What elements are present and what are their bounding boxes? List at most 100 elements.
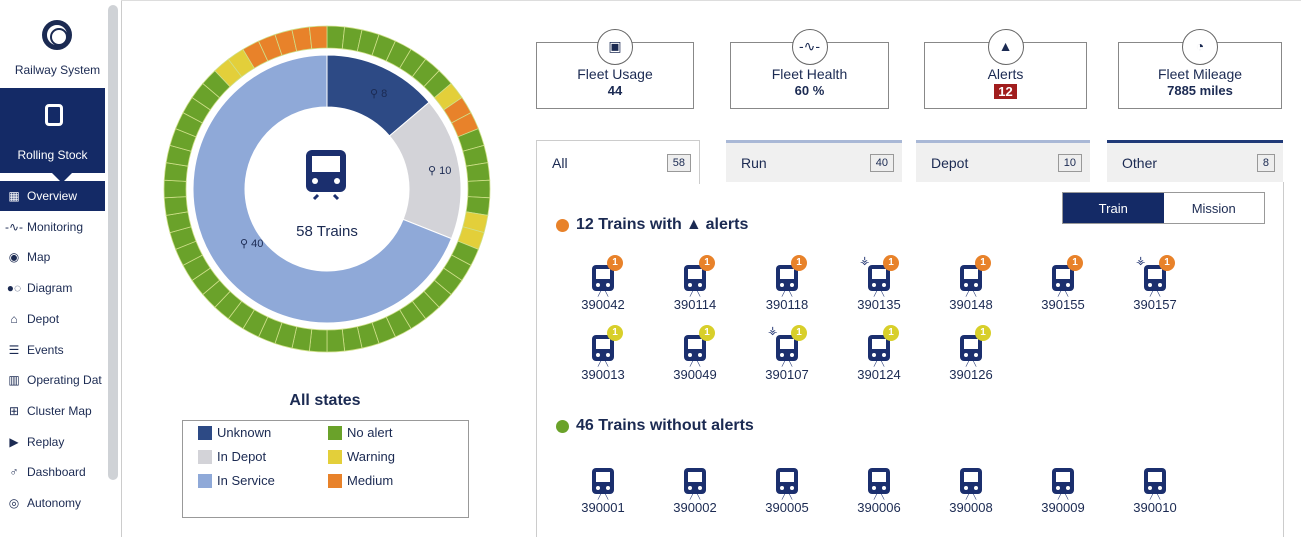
sidebar-item-label: Replay bbox=[27, 434, 65, 449]
slice-label: ⚲ 8 bbox=[370, 88, 387, 100]
kpi-card-fleet-health[interactable]: -∿- Fleet Health 60 % bbox=[730, 29, 889, 109]
legend-item: In Depot bbox=[198, 449, 266, 464]
outer-segment-train[interactable] bbox=[308, 328, 328, 353]
outer-segment-train[interactable] bbox=[465, 162, 491, 182]
train-item[interactable]: ╱ ╲ 390006 bbox=[844, 462, 914, 515]
outer-segment-train[interactable] bbox=[326, 328, 346, 353]
outer-segment-train[interactable] bbox=[163, 196, 189, 216]
tab-all[interactable]: All 58 bbox=[536, 140, 700, 184]
alert-count-badge: 1 bbox=[975, 325, 991, 341]
outer-segment-train[interactable] bbox=[163, 179, 187, 199]
center-label: 58 Trains bbox=[296, 223, 358, 240]
kpi-value: 7885 miles bbox=[1167, 83, 1233, 98]
sidebar-item-autonomy[interactable]: ◎ Autonomy bbox=[0, 488, 105, 518]
train-icon: ╱ ╲ 1 bbox=[592, 255, 623, 297]
train-icon: ▣ bbox=[597, 29, 633, 65]
play-icon: ▶ bbox=[9, 434, 19, 449]
train-item[interactable]: ╱ ╲ 390005 bbox=[752, 462, 822, 515]
train-item[interactable]: ╱ ╲ 390009 bbox=[1028, 462, 1098, 515]
alerts-section-title: 12 Trains with ▲ alerts bbox=[556, 216, 748, 234]
train-item[interactable]: ╱ ╲ 1 390114 bbox=[660, 255, 730, 312]
legend-swatch bbox=[198, 473, 212, 488]
diagram-icon: ●◌ bbox=[6, 281, 22, 296]
sidebar-item-events[interactable]: ☰ Events bbox=[0, 335, 105, 365]
train-id: 390155 bbox=[1041, 297, 1085, 312]
train-item[interactable]: ╱ ╲ 390002 bbox=[660, 462, 730, 515]
train-item[interactable]: ╱ ╲ 1 390013 bbox=[568, 325, 638, 382]
sidebar-item-label: Depot bbox=[27, 311, 60, 326]
sidebar-item-monitoring[interactable]: -∿- Monitoring bbox=[0, 212, 105, 242]
kpi-card-fleet-usage[interactable]: ▣ Fleet Usage 44 bbox=[536, 29, 694, 109]
train-item[interactable]: ╱ ╲ 1 390155 bbox=[1028, 255, 1098, 312]
alert-count-badge: 1 bbox=[791, 325, 807, 341]
train-item[interactable]: ╱ ╲ 1 390126 bbox=[936, 325, 1006, 382]
legend-title: All states bbox=[289, 392, 361, 409]
kpi-card-alerts[interactable]: ▲ Alerts 12 bbox=[924, 29, 1087, 109]
slice-label: ⚲ 10 bbox=[428, 165, 451, 177]
tab-label: Depot bbox=[931, 154, 969, 171]
train-icon: ╱ ╲ 1 bbox=[960, 255, 991, 297]
sidebar-item-diagram[interactable]: ●◌ Diagram bbox=[0, 273, 105, 303]
train-item[interactable]: ╱ ╲ 1 390124 bbox=[844, 325, 914, 382]
tab-label: Other bbox=[1122, 154, 1158, 171]
sidebar-item-replay[interactable]: ▶ Replay bbox=[0, 427, 105, 457]
alert-count-badge: 1 bbox=[699, 255, 715, 271]
alert-count-badge: 1 bbox=[975, 255, 991, 271]
tab-depot[interactable]: Depot 10 bbox=[916, 140, 1090, 182]
train-item[interactable]: ╱ ╲ 1 390042 bbox=[568, 255, 638, 312]
kpi-card-fleet-mileage[interactable]: ◔ Fleet Mileage 7885 miles bbox=[1118, 29, 1282, 109]
inner-slice-in-service[interactable] bbox=[192, 54, 453, 324]
train-item[interactable]: ╱ ╲ ⚶ 1 390135 bbox=[844, 255, 914, 312]
no-alerts-section-title: 46 Trains without alerts bbox=[556, 417, 754, 435]
kpi-label: Fleet Mileage bbox=[1157, 66, 1243, 82]
sidebar-scrollbar[interactable] bbox=[108, 5, 118, 480]
panel-border bbox=[1283, 182, 1284, 537]
train-icon: ╱ ╲ 1 bbox=[684, 255, 715, 297]
sidebar-item-dashboard[interactable]: ♂ Dashboard bbox=[0, 457, 105, 487]
train-icon: ╱ ╲ bbox=[776, 462, 798, 500]
sidebar-item-label: Dashboard bbox=[27, 465, 86, 480]
panel-border bbox=[536, 182, 537, 537]
toggle-mission-button[interactable]: Mission bbox=[1191, 200, 1236, 216]
train-icon: ╱ ╲ 1 bbox=[592, 325, 623, 367]
alerts-suffix-text: alerts bbox=[705, 216, 749, 233]
train-item[interactable]: ╱ ╲ 390001 bbox=[568, 462, 638, 515]
outer-segment-train[interactable] bbox=[467, 179, 491, 199]
train-id: 390126 bbox=[949, 367, 993, 382]
train-id: 390124 bbox=[857, 367, 901, 382]
train-icon: ╱ ╲ 1 bbox=[684, 325, 715, 367]
legend-label: Medium bbox=[347, 473, 394, 488]
train-item[interactable]: ╱ ╲ ⚶ 1 390157 bbox=[1120, 255, 1190, 312]
speedometer-icon: ◔ bbox=[1182, 29, 1218, 65]
alert-count-badge: 1 bbox=[883, 325, 899, 341]
train-item[interactable]: ╱ ╲ 1 390148 bbox=[936, 255, 1006, 312]
train-item[interactable]: ╱ ╲ 390010 bbox=[1120, 462, 1190, 515]
sidebar-item-label: Cluster Map bbox=[27, 403, 92, 418]
train-icon: ╱ ╲ bbox=[592, 462, 614, 500]
legend-label: Warning bbox=[347, 449, 395, 464]
sidebar-item-cluster-map[interactable]: ⊞ Cluster Map bbox=[0, 396, 105, 426]
legend-item: Warning bbox=[328, 449, 395, 464]
tab-count: 10 bbox=[1057, 153, 1082, 172]
outer-segment-train[interactable] bbox=[326, 25, 346, 50]
sidebar-item-overview[interactable]: ▦ Overview bbox=[0, 181, 105, 211]
tab-other[interactable]: Other 8 bbox=[1107, 140, 1283, 182]
tab-label: Run bbox=[741, 154, 767, 171]
train-item[interactable]: ╱ ╲ ⚶ 1 390107 bbox=[752, 325, 822, 382]
alert-count-badge: 1 bbox=[883, 255, 899, 271]
divider bbox=[121, 0, 1301, 1]
train-icon bbox=[45, 104, 63, 126]
toggle-train-button[interactable]: Train bbox=[1063, 193, 1164, 223]
tab-run[interactable]: Run 40 bbox=[726, 140, 902, 182]
train-item[interactable]: ╱ ╲ 1 390118 bbox=[752, 255, 822, 312]
train-item[interactable]: ╱ ╲ 390008 bbox=[936, 462, 1006, 515]
rolling-stock-section[interactable]: Rolling Stock bbox=[0, 88, 105, 183]
outer-segment-train[interactable] bbox=[308, 25, 328, 50]
train-item[interactable]: ╱ ╲ 1 390049 bbox=[660, 325, 730, 382]
kpi-label: Fleet Usage bbox=[577, 66, 653, 82]
sidebar-item-depot[interactable]: ⌂ Depot bbox=[0, 304, 105, 334]
sidebar-item-label: Diagram bbox=[27, 281, 73, 296]
sidebar-item-map[interactable]: ◉ Map bbox=[0, 242, 105, 272]
sidebar-item-operating-dat[interactable]: ▥ Operating Dat bbox=[0, 365, 105, 395]
train-icon: ╱ ╲ bbox=[1052, 462, 1074, 500]
